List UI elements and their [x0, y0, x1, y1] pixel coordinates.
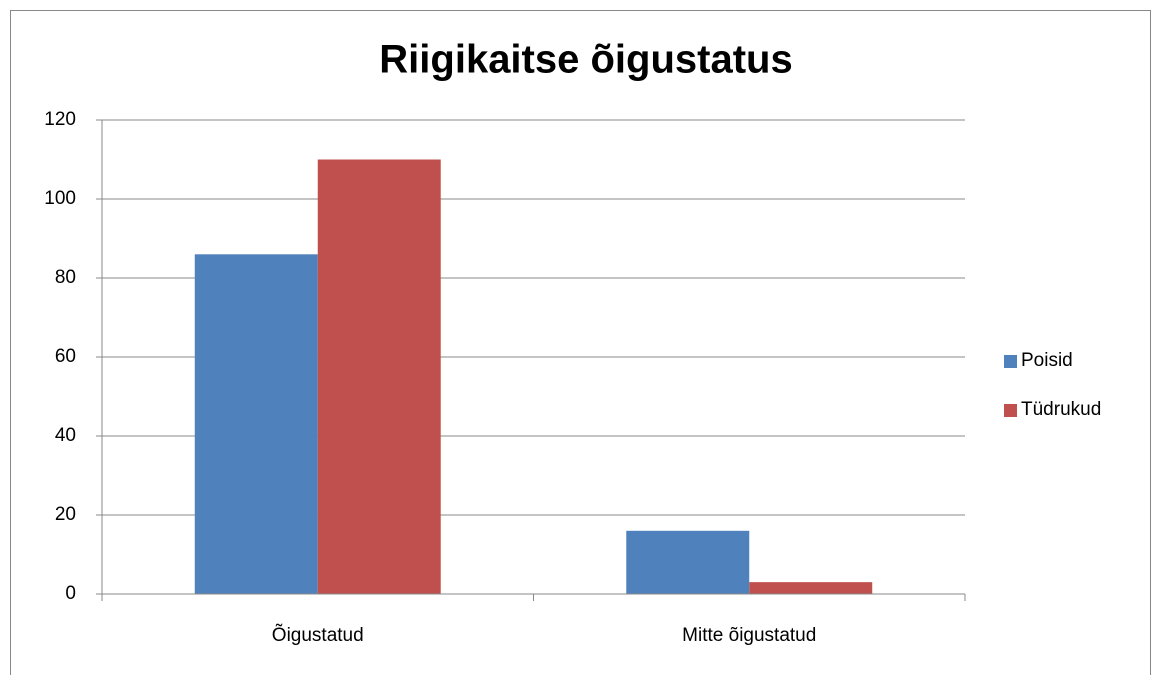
bar	[317, 159, 441, 594]
y-tick-label: 80	[55, 267, 76, 288]
chart-border	[10, 10, 1151, 680]
legend-swatch	[1004, 355, 1017, 368]
chart-title: Riigikaitse õigustatus	[379, 38, 792, 82]
x-tick-label: Mitte õigustatud	[682, 625, 816, 646]
legend-label: Poisid	[1021, 350, 1073, 371]
bar	[626, 530, 750, 594]
y-tick-label: 60	[55, 346, 76, 367]
y-tick-label: 40	[55, 425, 76, 446]
legend-swatch	[1004, 404, 1017, 417]
y-tick-label: 100	[44, 188, 76, 209]
legend-label: Tüdrukud	[1021, 399, 1101, 420]
x-tick-label: Õigustatud	[272, 624, 364, 646]
y-tick-label: 20	[55, 504, 76, 525]
bar	[749, 582, 873, 594]
y-tick-label: 0	[65, 583, 76, 604]
bar	[194, 254, 318, 595]
y-tick-label: 120	[44, 109, 76, 130]
